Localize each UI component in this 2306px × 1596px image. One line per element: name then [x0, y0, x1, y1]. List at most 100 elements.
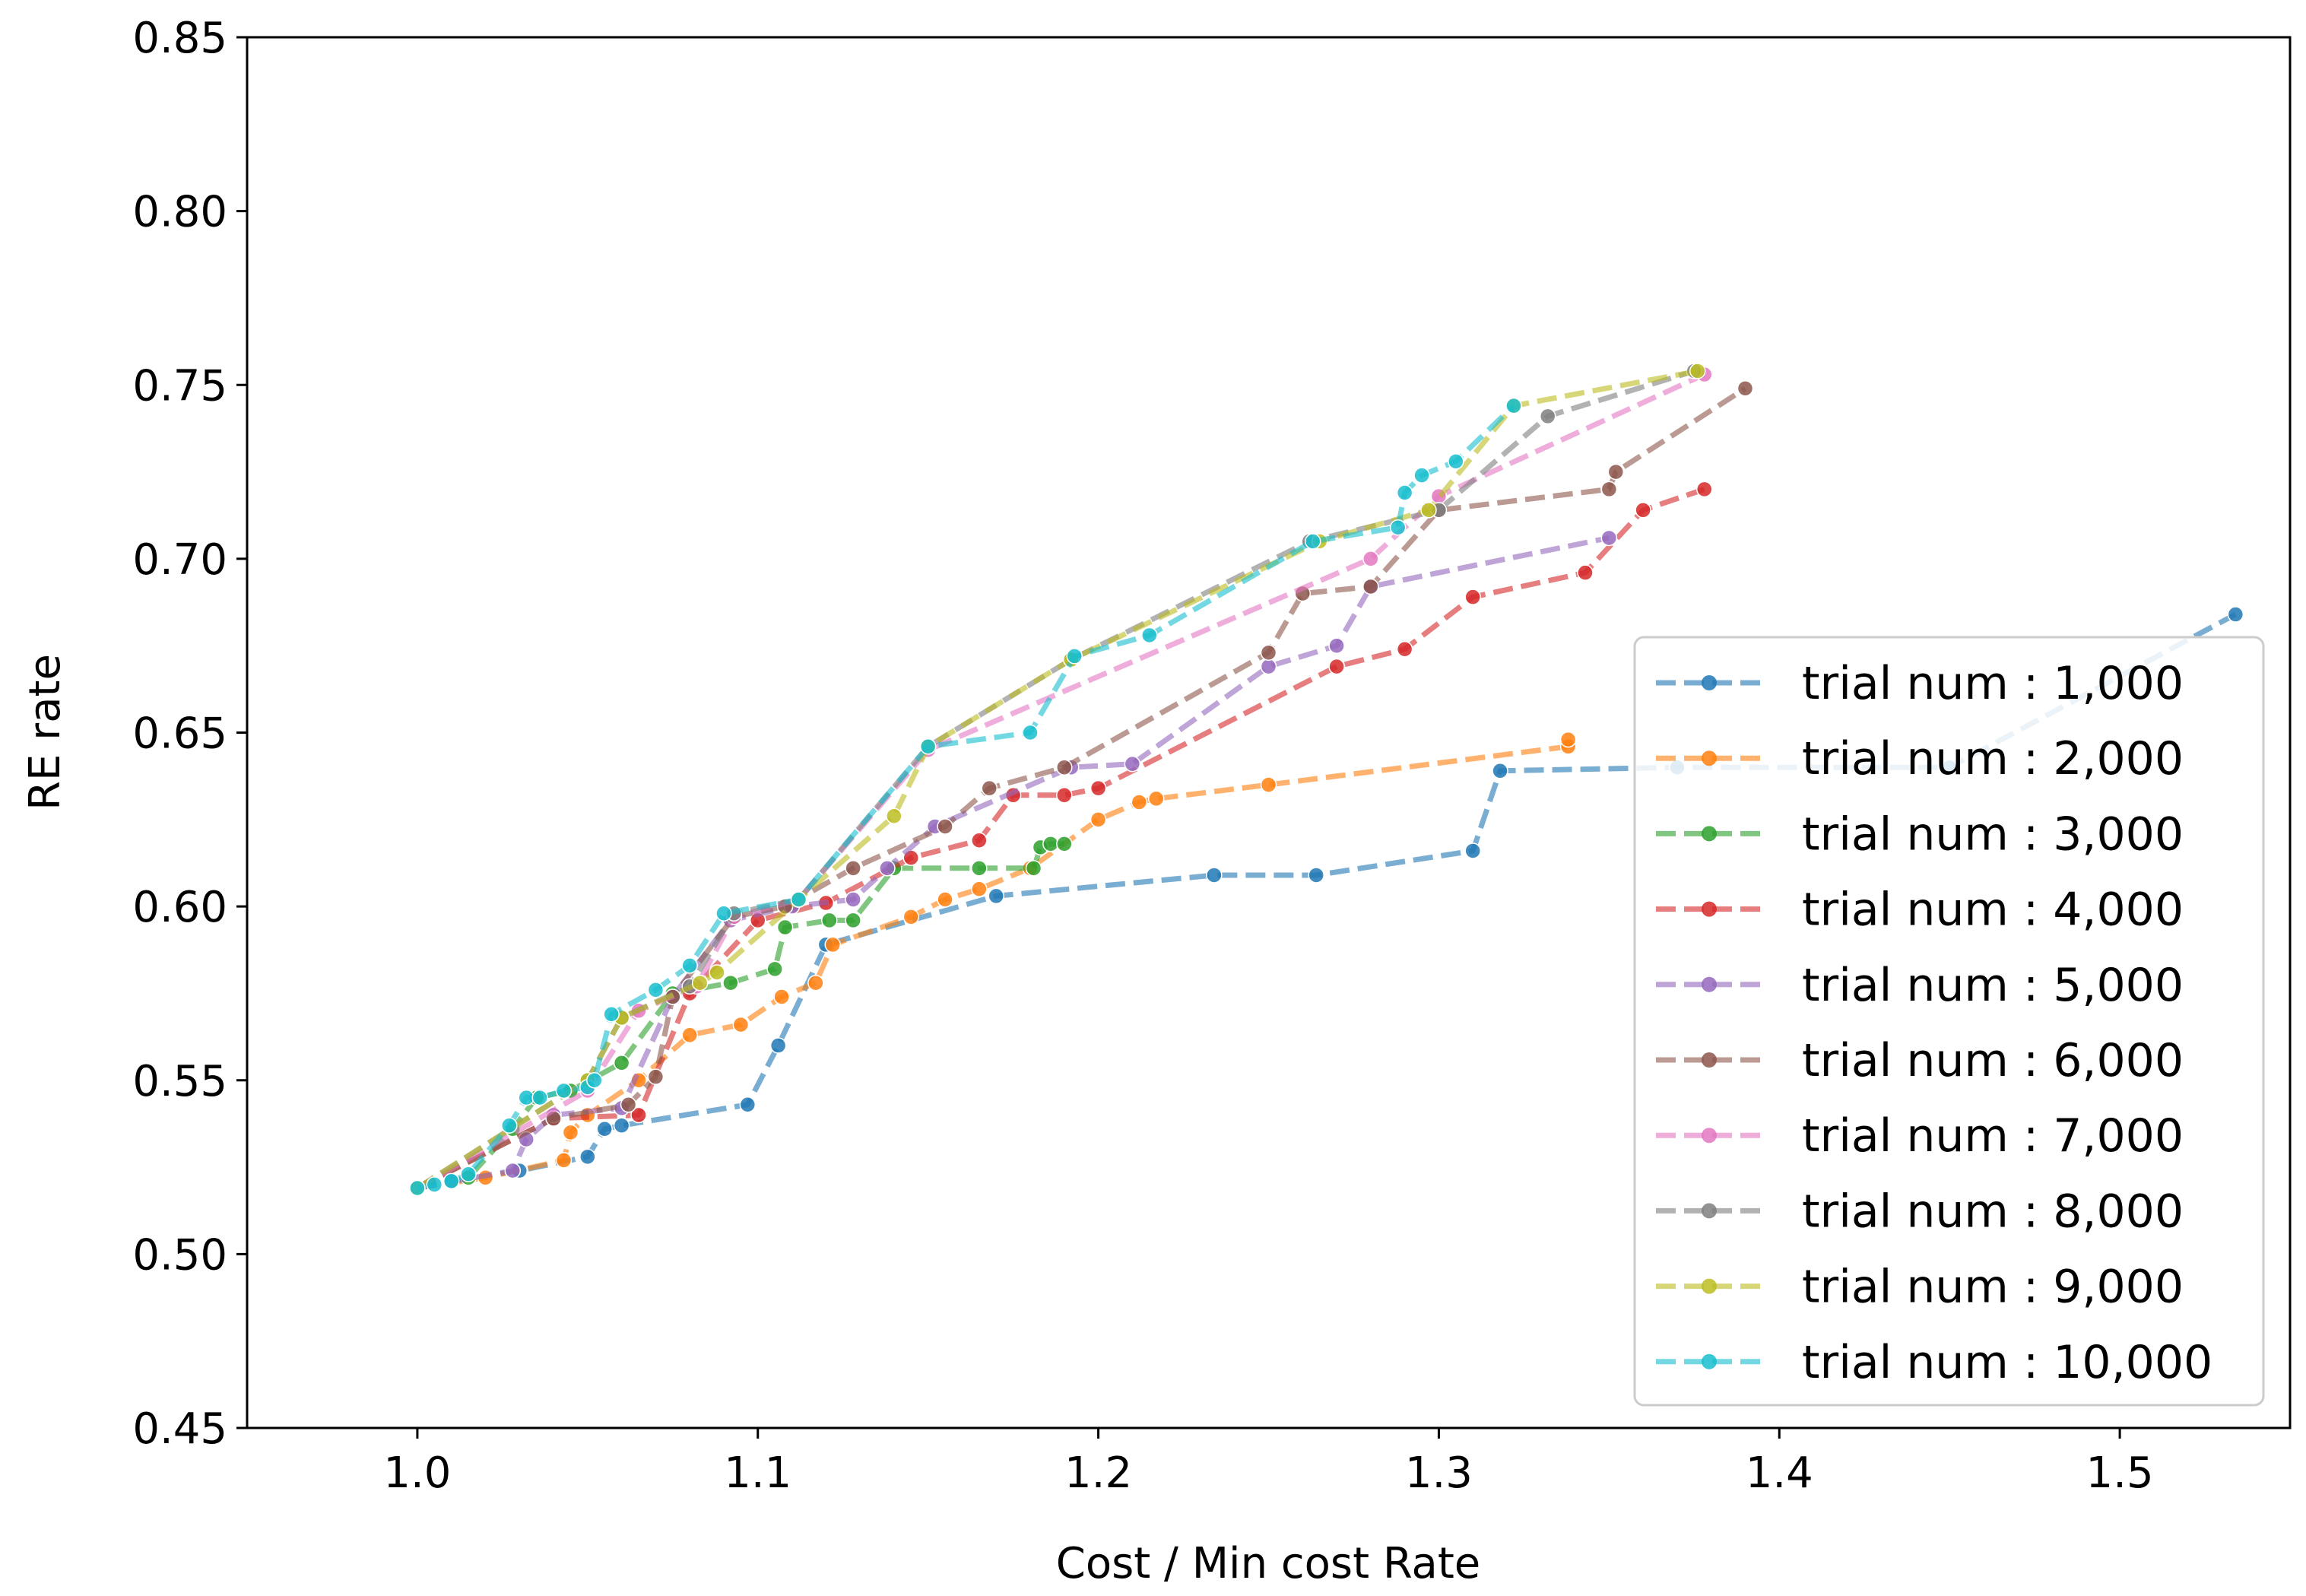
data-point [1695, 481, 1713, 498]
data-point [790, 891, 807, 908]
data-point [1328, 637, 1345, 654]
data-point [442, 1172, 460, 1190]
legend-label: trial num : 3,000 [1802, 808, 2184, 861]
data-point [845, 891, 861, 908]
legend-item: trial num : 7,000 [1656, 1109, 2184, 1163]
legend-marker [1702, 750, 1717, 766]
data-point [879, 860, 896, 877]
data-point [1042, 836, 1059, 852]
data-point [845, 912, 861, 929]
data-point [1025, 860, 1042, 877]
data-point [919, 738, 937, 755]
legend-item: trial num : 9,000 [1656, 1261, 2184, 1314]
data-point [1492, 763, 1508, 779]
y-tick-label: 0.75 [132, 361, 227, 411]
legend-label: trial num : 10,000 [1802, 1336, 2212, 1389]
legend-label: trial num : 7,000 [1802, 1109, 2184, 1163]
data-point [1464, 589, 1481, 605]
legend-item: trial num : 8,000 [1656, 1185, 2184, 1238]
data-point [1362, 578, 1379, 595]
data-point [1141, 627, 1158, 644]
data-point [1635, 502, 1651, 519]
legend-marker [1702, 1128, 1717, 1144]
x-tick-label: 1.3 [1405, 1448, 1473, 1498]
data-point [579, 1148, 596, 1166]
x-axis-label: Cost / Min cost Rate [1056, 1539, 1481, 1588]
data-point [1448, 453, 1464, 470]
data-point [824, 936, 842, 953]
y-tick-label: 0.70 [132, 535, 227, 585]
data-point [1304, 533, 1321, 550]
data-point [971, 860, 988, 877]
data-point [630, 1106, 647, 1124]
y-axis-label: RE rate [21, 654, 70, 811]
data-point [886, 808, 902, 824]
legend-marker [1702, 1052, 1717, 1068]
data-point [971, 880, 988, 898]
y-axis: 0.45 0.50 0.55 0.60 0.65 0.70 0.75 0.80 0.85 [132, 14, 247, 1454]
legend-item: trial num : 4,000 [1656, 884, 2184, 937]
data-point [722, 974, 739, 992]
data-point [1396, 484, 1413, 501]
data-point [555, 1152, 573, 1169]
x-tick-label: 1.2 [1064, 1448, 1132, 1498]
data-point [586, 1072, 603, 1089]
legend-label: trial num : 2,000 [1802, 732, 2184, 785]
data-point [681, 1026, 698, 1044]
data-point [596, 1121, 613, 1138]
data-point [504, 1162, 522, 1179]
legend-marker [1702, 675, 1717, 690]
data-point [409, 1179, 426, 1197]
data-point [1090, 811, 1107, 828]
legend-label: trial num : 5,000 [1802, 959, 2184, 1012]
data-point [937, 818, 953, 835]
data-point [647, 1068, 665, 1085]
data-point [1737, 380, 1754, 397]
data-point [709, 964, 725, 981]
data-point [1420, 502, 1437, 519]
data-point [620, 1096, 637, 1113]
data-point [562, 1124, 579, 1141]
legend-label: trial num : 4,000 [1802, 884, 2184, 937]
data-point [1022, 724, 1039, 741]
data-point [1607, 463, 1625, 481]
data-point [776, 919, 794, 936]
data-point [691, 974, 709, 992]
data-point [681, 957, 698, 974]
x-tick-label: 1.4 [1746, 1448, 1813, 1498]
data-point [1147, 790, 1165, 808]
legend-marker [1702, 976, 1717, 992]
data-point [1389, 519, 1407, 536]
legend-item: trial num : 5,000 [1656, 959, 2184, 1012]
data-point [613, 1055, 630, 1071]
legend-item: trial num : 6,000 [1656, 1034, 2184, 1087]
data-point [1206, 867, 1223, 884]
x-axis: 1.0 1.1 1.2 1.3 1.4 1.5 [383, 1428, 2154, 1498]
data-point [531, 1089, 548, 1106]
data-point [981, 779, 998, 797]
data-point [769, 1037, 787, 1054]
series-10 [409, 397, 1522, 1197]
data-point [613, 1117, 630, 1134]
data-point [1577, 564, 1594, 581]
legend-marker [1702, 1353, 1717, 1369]
data-point [1559, 731, 1577, 748]
y-tick-label: 0.55 [132, 1057, 227, 1106]
legend-label: trial num : 8,000 [1802, 1185, 2184, 1238]
legend-marker [1702, 901, 1717, 917]
series-layer [409, 363, 2244, 1197]
data-point [1362, 551, 1379, 567]
legend-item: trial num : 1,000 [1656, 657, 2184, 710]
data-point [821, 912, 838, 929]
x-tick-label: 1.0 [383, 1448, 451, 1498]
data-point [1600, 481, 1618, 498]
data-point [773, 988, 790, 1005]
data-point [845, 860, 861, 877]
data-point [1464, 842, 1481, 859]
data-point [766, 960, 783, 978]
legend-marker [1702, 1278, 1717, 1294]
legend-label: trial num : 6,000 [1802, 1034, 2184, 1087]
data-point [1328, 658, 1345, 675]
legend-item: trial num : 10,000 [1656, 1336, 2212, 1389]
